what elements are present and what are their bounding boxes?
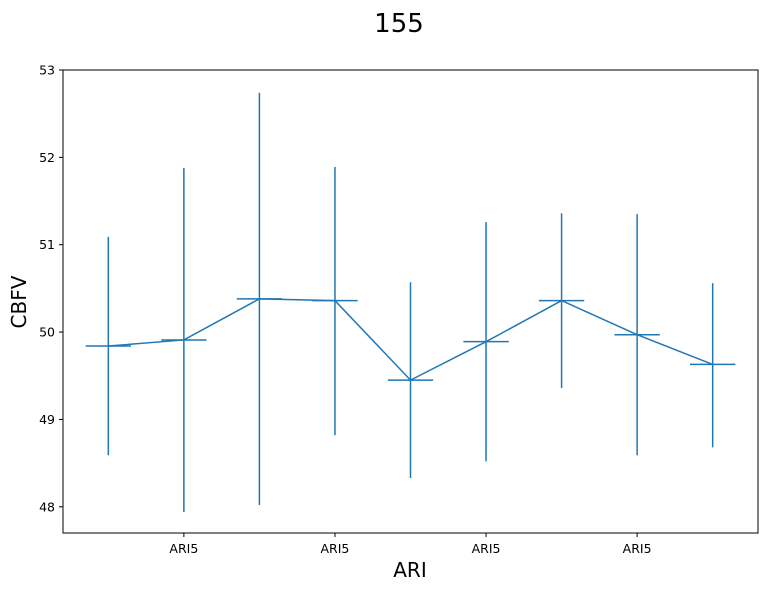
x-tick-label: ARI5 — [169, 541, 198, 556]
y-tick-label: 52 — [39, 150, 55, 165]
plot-frame — [62, 69, 759, 534]
x-tick-label: ARI5 — [623, 541, 652, 556]
y-tick-label: 50 — [39, 325, 55, 340]
x-tick-label: ARI5 — [472, 541, 501, 556]
y-tick-label: 49 — [39, 412, 55, 427]
y-tick-label: 51 — [39, 237, 55, 252]
y-axis-label: CBFV — [7, 275, 31, 328]
series-line — [108, 298, 713, 382]
x-axis-label: ARI — [393, 558, 426, 582]
y-axis: 48 49 50 51 52 53 — [39, 63, 63, 514]
x-axis: ARI5 ARI5 ARI5 ARI5 — [169, 533, 652, 556]
plot-area — [85, 92, 736, 513]
y-tick-label: 53 — [39, 63, 55, 78]
y-tick-label: 48 — [39, 499, 55, 514]
x-tick-label: ARI5 — [321, 541, 350, 556]
chart-title: 155 — [374, 9, 424, 39]
